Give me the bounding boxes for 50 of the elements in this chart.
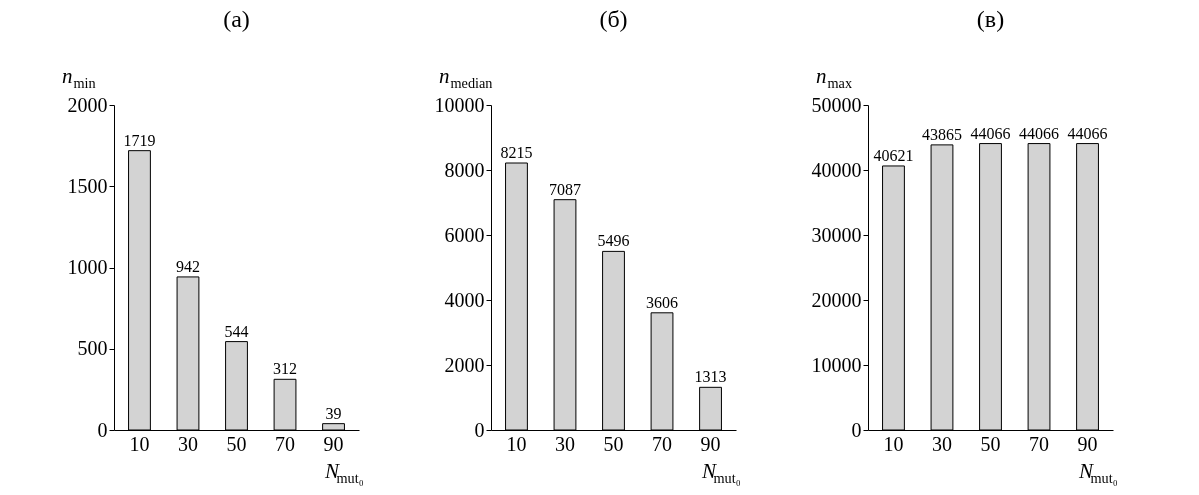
y-tick-label: 500 [77,337,108,360]
x-tick-label: 30 [177,432,198,455]
x-tick-label: 10 [883,432,904,455]
data-label: 5496 [597,232,630,250]
y-tick-label: 8000 [444,158,485,181]
data-label: 44066 [1019,124,1060,142]
data-label: 8215 [500,144,533,162]
y-tick-label: 20000 [811,288,862,311]
data-label: 942 [175,257,200,275]
data-label: 39 [325,404,342,422]
data-label: 40621 [873,146,914,164]
y-tick-label: 10000 [434,93,485,116]
y-tick-label: 40000 [811,158,862,181]
x-tick-label: 90 [700,432,721,455]
x-tick-label: 50 [980,432,1001,455]
y-tick-label: 10000 [811,353,862,376]
y-tick-label: 0 [851,418,862,441]
y-tick-label: 6000 [444,223,485,246]
y-tick-label: 50000 [811,93,862,116]
x-tick-label: 50 [226,432,247,455]
y-tick-label: 2000 [67,93,108,116]
y-tick-label: 1500 [67,174,108,197]
data-label: 44066 [1067,124,1108,142]
data-label: 544 [224,322,249,340]
y-tick-label: 30000 [811,223,862,246]
data-label: 312 [273,360,298,378]
data-label: 7087 [548,180,581,198]
y-tick-label: 0 [97,418,108,441]
x-tick-label: 70 [652,432,673,455]
x-tick-label: 90 [1077,432,1098,455]
x-tick-label: 30 [931,432,952,455]
chart-title: (в) [976,6,1005,32]
x-tick-label: 10 [506,432,527,455]
data-label: 1313 [694,368,727,386]
y-tick-label: 0 [474,418,485,441]
chart-title: (б) [599,6,628,32]
data-label: 44066 [970,124,1011,142]
y-tick-label: 4000 [444,288,485,311]
data-label: 3606 [646,293,679,311]
x-tick-label: 10 [129,432,150,455]
x-tick-label: 50 [603,432,624,455]
x-tick-label: 70 [1029,432,1050,455]
x-tick-label: 90 [323,432,344,455]
y-tick-label: 2000 [444,353,485,376]
data-label: 1719 [123,131,156,149]
x-tick-label: 30 [554,432,575,455]
data-label: 43865 [921,125,962,143]
x-tick-label: 70 [275,432,296,455]
y-tick-label: 1000 [67,256,108,278]
chart-title: (а) [223,6,250,32]
